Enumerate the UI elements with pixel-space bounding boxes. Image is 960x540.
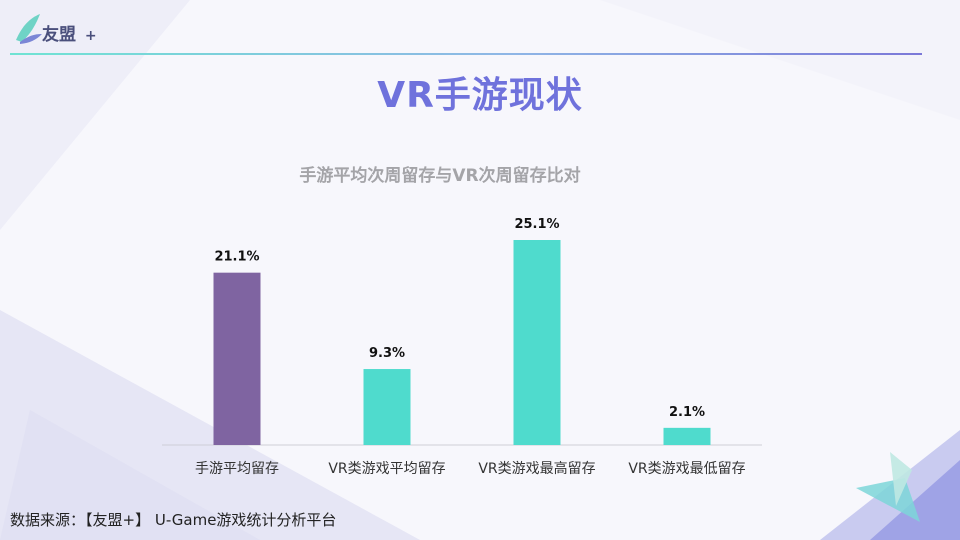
logo-text: 友盟 + [42, 20, 97, 45]
header-divider [10, 53, 922, 55]
bar-0 [213, 272, 261, 445]
bar-1 [363, 369, 411, 445]
category-label-0: 手游平均留存 [195, 461, 279, 477]
chart-title: 手游平均次周留存与VR次周留存比对 [299, 166, 581, 186]
bar-2 [513, 240, 561, 445]
data-label-1: 9.3% [369, 346, 405, 361]
category-label-3: VR类游戏最低留存 [628, 461, 745, 477]
page-title: VR手游现状 [377, 75, 583, 116]
data-label-0: 21.1% [214, 250, 259, 265]
data-label-2: 25.1% [514, 217, 559, 232]
category-label-1: VR类游戏平均留存 [328, 461, 445, 477]
category-label-2: VR类游戏最高留存 [478, 460, 595, 477]
bar-3 [663, 427, 711, 445]
logo-plus: + [84, 28, 97, 44]
data-label-3: 2.1% [669, 405, 705, 420]
data-source-note: 数据来源：【友盟+】 U-Game游戏统计分析平台 [10, 511, 337, 529]
logo-icon [16, 14, 42, 44]
logo-name: 友盟 [42, 25, 76, 45]
